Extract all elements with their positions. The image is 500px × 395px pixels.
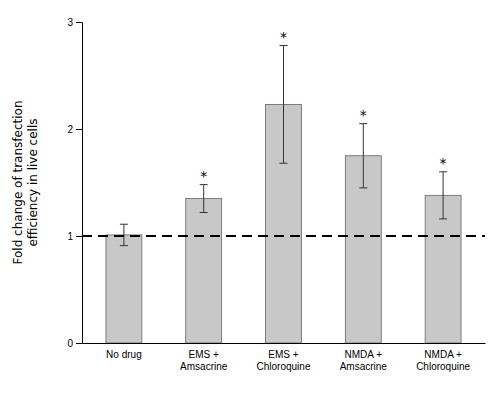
chart-svg: ****0123No drugEMS +AmsacrineEMS +Chloro… xyxy=(0,0,500,395)
y-axis-title-line: efficiency in live cells xyxy=(26,118,40,246)
error-bar xyxy=(439,172,447,219)
y-tick: 1 xyxy=(67,231,82,242)
x-tick-label: NMDA +Chloroquine xyxy=(416,349,470,372)
x-tick-label-line: EMS + xyxy=(189,349,219,360)
y-tick-mark xyxy=(76,236,82,237)
y-tick-label: 0 xyxy=(67,338,73,349)
y-tick-mark xyxy=(76,343,82,344)
y-tick: 0 xyxy=(67,338,82,349)
y-axis-title: Fold change of transfectionefficiency in… xyxy=(11,101,40,265)
y-axis-line xyxy=(76,23,83,344)
y-tick: 3 xyxy=(67,17,82,28)
x-axis: No drugEMS +AmsacrineEMS +ChloroquineNMD… xyxy=(83,344,486,373)
x-tick-label-line: EMS + xyxy=(268,349,298,360)
chart-container: ****0123No drugEMS +AmsacrineEMS +Chloro… xyxy=(0,0,500,395)
y-tick: 2 xyxy=(67,124,82,135)
annotation: * xyxy=(200,168,207,184)
x-axis-line xyxy=(83,343,486,344)
x-tick: EMS +Amsacrine xyxy=(180,349,228,372)
marks xyxy=(82,46,485,343)
error-bar xyxy=(120,224,128,245)
x-tick-label-line: Amsacrine xyxy=(180,361,228,372)
x-tick-label-line: NMDA + xyxy=(424,349,462,360)
x-tick: NMDA +Amsacrine xyxy=(340,349,388,372)
x-tick-label: EMS +Amsacrine xyxy=(180,349,228,372)
y-tick-label: 1 xyxy=(67,231,73,242)
x-tick-label: No drug xyxy=(106,349,142,360)
reference-line xyxy=(82,235,485,237)
x-tick-label-line: NMDA + xyxy=(345,349,383,360)
x-tick: NMDA +Chloroquine xyxy=(416,349,470,372)
x-tick-label-line: No drug xyxy=(106,349,142,360)
y-tick-label: 2 xyxy=(67,124,73,135)
error-bar xyxy=(280,46,288,164)
y-tick-mark xyxy=(76,129,82,130)
error-bar xyxy=(200,185,208,213)
x-tick: No drug xyxy=(106,349,142,360)
x-tick: EMS +Chloroquine xyxy=(257,349,311,372)
y-axis: 0 1 2 3 xyxy=(67,17,82,349)
annotation: * xyxy=(440,155,447,171)
y-tick-label: 3 xyxy=(67,17,73,28)
bar xyxy=(106,235,142,343)
x-tick-label: NMDA +Amsacrine xyxy=(340,349,388,372)
annotation: * xyxy=(360,107,367,123)
annotation: * xyxy=(280,29,287,45)
y-axis-title-line: Fold change of transfection xyxy=(11,101,25,265)
annotations: * * * * xyxy=(200,29,446,184)
error-bar xyxy=(359,124,367,188)
y-tick-mark xyxy=(76,22,82,23)
x-tick-label-line: Chloroquine xyxy=(257,361,311,372)
bar xyxy=(186,199,222,343)
x-tick-label-line: Amsacrine xyxy=(340,361,388,372)
x-tick-label: EMS +Chloroquine xyxy=(257,349,311,372)
plot: ****0123No drugEMS +AmsacrineEMS +Chloro… xyxy=(67,17,485,372)
x-tick-label-line: Chloroquine xyxy=(416,361,470,372)
